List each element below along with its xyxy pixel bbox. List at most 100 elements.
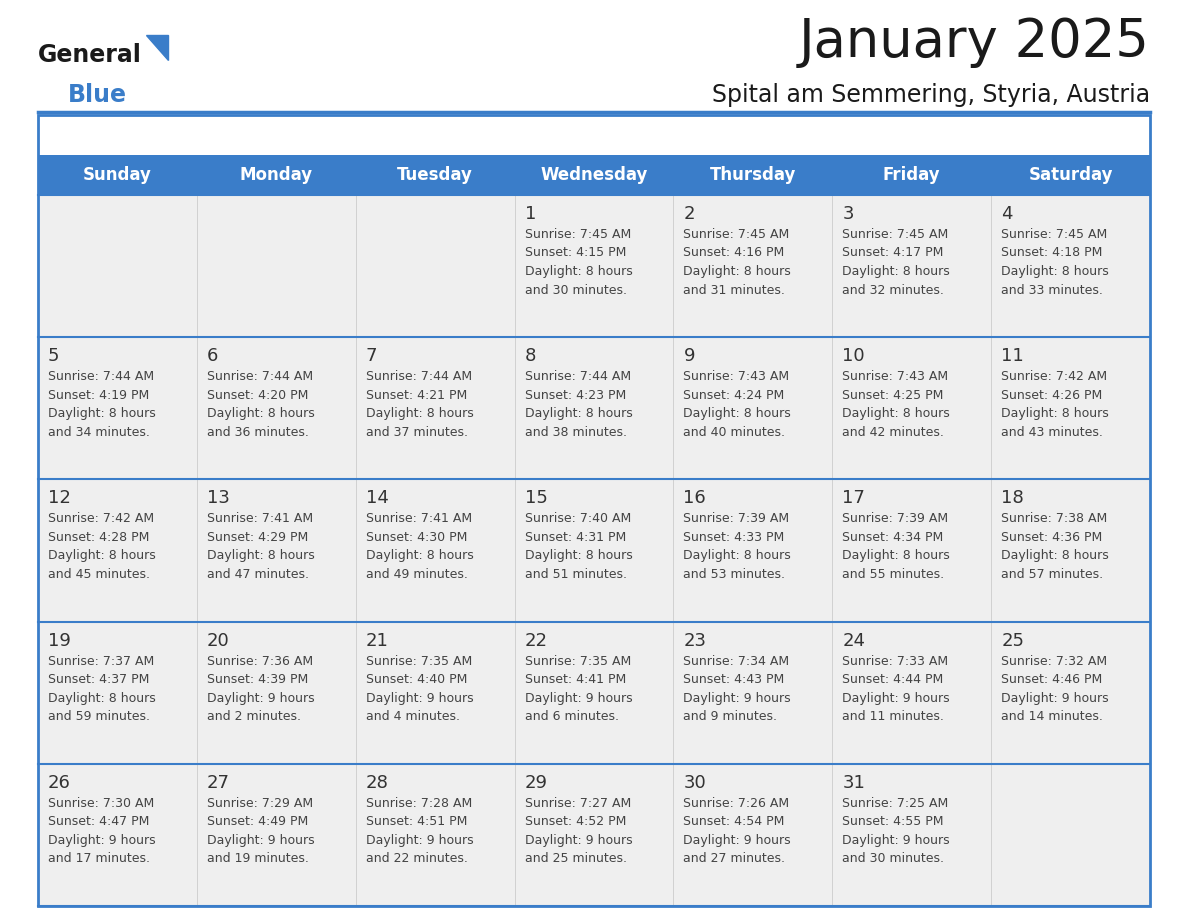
Text: and 43 minutes.: and 43 minutes. (1001, 426, 1102, 439)
Text: Sunset: 4:31 PM: Sunset: 4:31 PM (525, 531, 626, 543)
Text: Daylight: 8 hours: Daylight: 8 hours (525, 265, 632, 278)
Text: Daylight: 8 hours: Daylight: 8 hours (683, 549, 791, 563)
Text: 7: 7 (366, 347, 378, 365)
Text: Sunset: 4:34 PM: Sunset: 4:34 PM (842, 531, 943, 543)
Text: and 49 minutes.: and 49 minutes. (366, 568, 468, 581)
Text: Sunset: 4:18 PM: Sunset: 4:18 PM (1001, 247, 1102, 260)
Bar (991, 479, 1150, 621)
Text: Sunset: 4:29 PM: Sunset: 4:29 PM (207, 531, 308, 543)
Text: Daylight: 9 hours: Daylight: 9 hours (366, 691, 473, 705)
Text: Daylight: 8 hours: Daylight: 8 hours (842, 549, 950, 563)
Text: and 51 minutes.: and 51 minutes. (525, 568, 626, 581)
Text: Sunrise: 7:35 AM: Sunrise: 7:35 AM (366, 655, 472, 667)
Text: Sunset: 4:26 PM: Sunset: 4:26 PM (1001, 388, 1102, 402)
Text: Sunset: 4:33 PM: Sunset: 4:33 PM (683, 531, 785, 543)
Text: Sunrise: 7:45 AM: Sunrise: 7:45 AM (842, 228, 948, 241)
Text: Daylight: 9 hours: Daylight: 9 hours (525, 834, 632, 846)
Text: and 9 minutes.: and 9 minutes. (683, 711, 777, 723)
Text: Daylight: 8 hours: Daylight: 8 hours (48, 691, 156, 705)
Text: 19: 19 (48, 632, 71, 650)
Text: Daylight: 9 hours: Daylight: 9 hours (842, 691, 950, 705)
Text: and 27 minutes.: and 27 minutes. (683, 852, 785, 866)
Text: and 45 minutes.: and 45 minutes. (48, 568, 150, 581)
Text: Sunrise: 7:43 AM: Sunrise: 7:43 AM (683, 370, 790, 383)
Text: and 4 minutes.: and 4 minutes. (366, 711, 460, 723)
Text: Daylight: 8 hours: Daylight: 8 hours (1001, 549, 1108, 563)
Text: Daylight: 9 hours: Daylight: 9 hours (683, 834, 791, 846)
Text: Sunrise: 7:43 AM: Sunrise: 7:43 AM (842, 370, 948, 383)
Text: and 33 minutes.: and 33 minutes. (1001, 284, 1102, 297)
Text: Sunset: 4:19 PM: Sunset: 4:19 PM (48, 388, 150, 402)
Text: Monday: Monday (240, 166, 312, 184)
Text: Sunset: 4:17 PM: Sunset: 4:17 PM (842, 247, 943, 260)
Text: 1: 1 (525, 205, 536, 223)
Text: 13: 13 (207, 489, 229, 508)
Text: Daylight: 8 hours: Daylight: 8 hours (207, 408, 315, 420)
Bar (38, 764, 197, 906)
Text: and 25 minutes.: and 25 minutes. (525, 852, 626, 866)
Text: Spital am Semmering, Styria, Austria: Spital am Semmering, Styria, Austria (712, 83, 1150, 107)
Text: Sunrise: 7:40 AM: Sunrise: 7:40 AM (525, 512, 631, 525)
Text: and 17 minutes.: and 17 minutes. (48, 852, 150, 866)
Text: Sunrise: 7:42 AM: Sunrise: 7:42 AM (48, 512, 154, 525)
Bar (514, 195, 674, 337)
Text: Sunset: 4:28 PM: Sunset: 4:28 PM (48, 531, 150, 543)
Text: Daylight: 9 hours: Daylight: 9 hours (48, 834, 156, 846)
Text: Sunrise: 7:29 AM: Sunrise: 7:29 AM (207, 797, 312, 810)
Text: and 38 minutes.: and 38 minutes. (525, 426, 626, 439)
Text: 27: 27 (207, 774, 229, 792)
Text: Sunrise: 7:36 AM: Sunrise: 7:36 AM (207, 655, 312, 667)
Text: Sunrise: 7:38 AM: Sunrise: 7:38 AM (1001, 512, 1107, 525)
Bar (38, 337, 197, 479)
Text: 15: 15 (525, 489, 548, 508)
Text: and 40 minutes.: and 40 minutes. (683, 426, 785, 439)
Bar (197, 479, 355, 621)
Bar (674, 764, 833, 906)
Text: 29: 29 (525, 774, 548, 792)
Text: General: General (38, 43, 141, 67)
Text: Sunrise: 7:33 AM: Sunrise: 7:33 AM (842, 655, 948, 667)
Text: Daylight: 8 hours: Daylight: 8 hours (842, 408, 950, 420)
Text: Sunrise: 7:44 AM: Sunrise: 7:44 AM (207, 370, 312, 383)
Text: Sunset: 4:24 PM: Sunset: 4:24 PM (683, 388, 785, 402)
Bar (991, 337, 1150, 479)
Text: 24: 24 (842, 632, 865, 650)
Bar (38, 115, 1150, 906)
Text: Sunset: 4:43 PM: Sunset: 4:43 PM (683, 673, 785, 686)
Text: 14: 14 (366, 489, 388, 508)
Bar (197, 621, 355, 764)
Text: 26: 26 (48, 774, 71, 792)
Bar (197, 764, 355, 906)
Text: Sunrise: 7:26 AM: Sunrise: 7:26 AM (683, 797, 790, 810)
Text: Sunrise: 7:34 AM: Sunrise: 7:34 AM (683, 655, 790, 667)
Bar (833, 764, 991, 906)
Text: Daylight: 8 hours: Daylight: 8 hours (366, 549, 474, 563)
Text: Daylight: 9 hours: Daylight: 9 hours (683, 691, 791, 705)
Text: and 53 minutes.: and 53 minutes. (683, 568, 785, 581)
Bar (514, 337, 674, 479)
Bar (514, 764, 674, 906)
Text: and 19 minutes.: and 19 minutes. (207, 852, 309, 866)
Bar (991, 764, 1150, 906)
Text: and 42 minutes.: and 42 minutes. (842, 426, 944, 439)
Text: Sunrise: 7:44 AM: Sunrise: 7:44 AM (525, 370, 631, 383)
Bar (197, 337, 355, 479)
Text: 4: 4 (1001, 205, 1012, 223)
Text: and 36 minutes.: and 36 minutes. (207, 426, 309, 439)
Text: Sunrise: 7:28 AM: Sunrise: 7:28 AM (366, 797, 472, 810)
Text: 31: 31 (842, 774, 865, 792)
Bar (38, 621, 197, 764)
Text: Sunset: 4:51 PM: Sunset: 4:51 PM (366, 815, 467, 828)
Text: Sunrise: 7:42 AM: Sunrise: 7:42 AM (1001, 370, 1107, 383)
Text: Sunset: 4:49 PM: Sunset: 4:49 PM (207, 815, 308, 828)
Text: Sunrise: 7:45 AM: Sunrise: 7:45 AM (1001, 228, 1107, 241)
Text: and 2 minutes.: and 2 minutes. (207, 711, 301, 723)
Text: 30: 30 (683, 774, 706, 792)
Text: and 6 minutes.: and 6 minutes. (525, 711, 619, 723)
Text: Sunrise: 7:37 AM: Sunrise: 7:37 AM (48, 655, 154, 667)
Text: Sunset: 4:20 PM: Sunset: 4:20 PM (207, 388, 308, 402)
Bar (514, 479, 674, 621)
Text: Sunset: 4:21 PM: Sunset: 4:21 PM (366, 388, 467, 402)
Text: Daylight: 9 hours: Daylight: 9 hours (366, 834, 473, 846)
Bar (355, 621, 514, 764)
